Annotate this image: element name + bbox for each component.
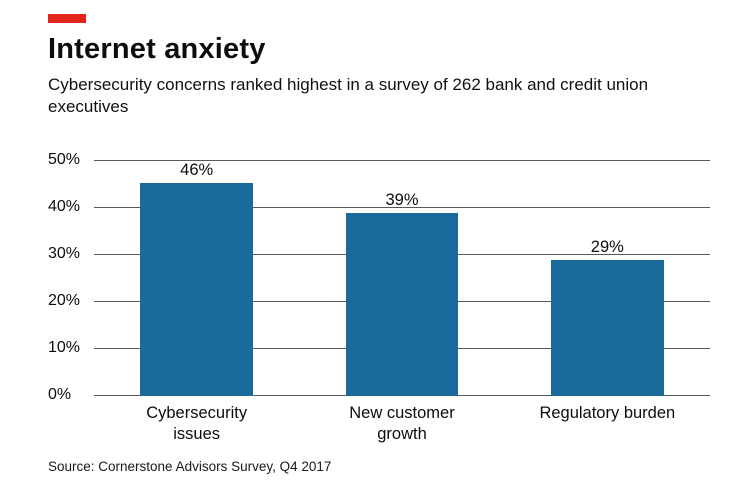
bar: [550, 259, 664, 396]
red-accent-mark: [48, 14, 86, 23]
plot-area: 46% 39% 29% 0% 10% 20% 30% 40% 50%: [48, 151, 710, 403]
bars-row: 46% 39% 29%: [94, 161, 710, 396]
chart-subtitle: Cybersecurity concerns ranked highest in…: [48, 75, 649, 117]
y-tick-label: 0%: [48, 385, 72, 403]
bar-chart: 46% 39% 29% 0% 10% 20% 30% 40% 50% Cybersecurit…: [48, 151, 710, 445]
category-label: Regulatory burden: [539, 403, 676, 422]
bar-cell: 29%: [505, 161, 710, 396]
bar-value-label: 39%: [385, 190, 419, 209]
chart-title: Internet anxiety: [48, 33, 266, 65]
category-row: Cybersecurity issues New customer growth R…: [94, 403, 710, 445]
bar: [345, 212, 459, 396]
gridline: 40%: [48, 198, 710, 215]
bar: [140, 182, 254, 396]
bar-value-label: 29%: [590, 237, 624, 256]
y-tick-label: 10%: [48, 338, 81, 356]
source-note: Source: Cornerstone Advisors Survey, Q4 …: [48, 459, 332, 475]
bar-value-label: 46%: [180, 160, 214, 179]
y-tick-label: 20%: [48, 291, 81, 309]
gridline: 50%: [48, 151, 710, 168]
category-label: Cybersecurity issues: [146, 403, 248, 443]
y-tick-label: 50%: [48, 150, 81, 168]
bar-cell: 39%: [299, 161, 504, 396]
category-label: New customer growth: [349, 403, 455, 443]
y-tick-label: 30%: [48, 244, 81, 262]
bar-cell: 46%: [94, 161, 299, 396]
y-tick-label: 40%: [48, 197, 81, 215]
